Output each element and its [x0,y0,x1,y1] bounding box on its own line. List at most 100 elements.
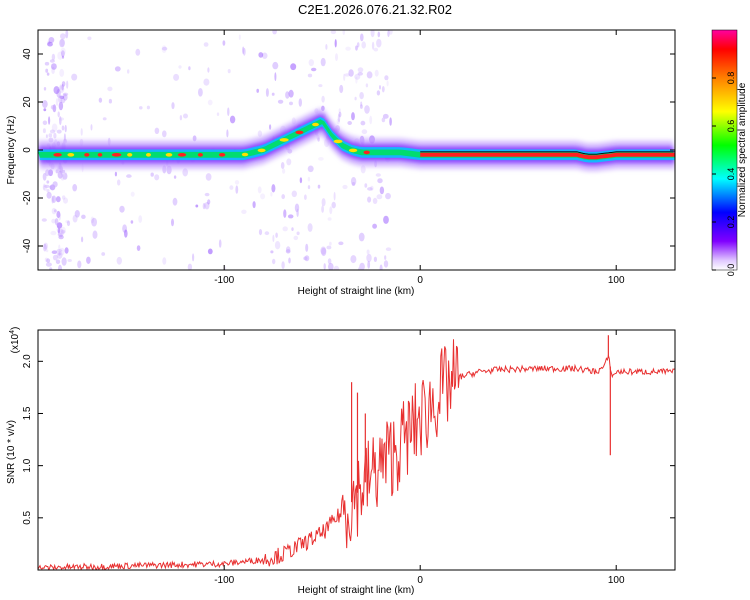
noise-speck [56,249,63,253]
noise-speck [61,257,67,266]
noise-speck [51,66,55,74]
noise-speck [195,204,199,208]
noise-speck [66,80,69,89]
noise-speck [42,128,46,134]
noise-speck [308,59,314,67]
noise-speck [374,69,379,77]
noise-speck [365,83,369,88]
noise-speck [63,133,66,143]
noise-speck [127,69,130,74]
noise-speck [45,68,49,73]
noise-speck [360,165,366,174]
noise-speck [373,47,379,52]
noise-speck [351,182,356,186]
noise-speck [135,48,141,56]
noise-speck [173,73,180,81]
noise-speck [58,95,63,104]
noise-speck [71,73,78,81]
noise-speck [202,202,206,210]
noise-speck [345,46,351,51]
noise-speck [370,30,375,38]
noise-speck [359,92,364,100]
noise-speck [47,41,53,47]
noise-speck [354,73,361,80]
noise-speck [55,259,61,265]
noise-speck [65,220,70,224]
noise-speck [343,73,346,82]
noise-speck [138,215,143,223]
noise-speck [226,129,229,138]
noise-speck [377,178,383,184]
spectral-hotspot [165,153,173,157]
noise-speck [114,171,117,177]
noise-speck [51,195,54,204]
noise-speck [171,218,174,227]
noise-speck [275,232,278,238]
spectral-hotspot [177,153,187,157]
noise-speck [98,97,103,103]
colorbar-tick-label: 0.0 [726,264,736,277]
noise-speck [296,231,300,236]
noise-speck [49,59,55,63]
noise-speck [321,247,327,257]
noise-speck [172,197,178,206]
noise-speck [58,234,64,240]
noise-speck [60,33,66,40]
noise-speck [274,72,277,81]
noise-speck [379,85,381,90]
y-tick-label: 0 [22,147,33,153]
noise-speck [72,214,78,223]
noise-speck [150,172,154,177]
x-tick-label: 0 [417,275,423,286]
noise-speck [46,180,50,184]
noise-speck [59,84,63,90]
noise-speck [373,256,377,262]
colorbar-tick-label: 0.4 [726,168,736,181]
noise-speck [48,116,51,125]
spectrogram-panel: -100 0 100 -40 -20 0 20 40 Height of straight l… [6,29,676,297]
snr-panel: -100 0 100 0.5 1.0 1.5 2.0 Height of straight … [6,327,676,596]
noise-speck [45,169,50,177]
noise-speck [114,66,121,72]
noise-speck [171,102,175,110]
noise-speck [366,249,370,255]
noise-speck [370,185,374,191]
noise-speck [382,113,389,119]
colorbar-tick-label: 0.8 [726,72,736,85]
noise-speck [61,125,65,131]
noise-speck [283,209,287,218]
noise-speck [51,207,57,215]
noise-speck [377,31,381,38]
noise-speck [337,113,341,123]
noise-speck [304,194,307,200]
noise-speck [364,183,368,188]
noise-speck [342,184,348,190]
noise-speck [91,217,97,227]
noise-speck [360,33,364,42]
noise-speck [286,158,292,166]
noise-speck [52,181,58,188]
noise-speck [179,115,183,121]
noise-speck [60,229,66,234]
noise-speck [130,220,134,224]
spectral-band-inner [38,116,675,163]
noise-speck [90,216,95,224]
noise-speck [242,46,245,55]
noise-speck [321,205,324,213]
noise-speck [154,174,160,181]
noise-speck [58,252,61,256]
noise-speck [204,192,210,197]
noise-speck [207,248,213,255]
noise-speck [388,30,393,35]
colorbar: 0.0 0.2 0.4 0.6 0.8 Normalized spectral ampl… [711,29,748,277]
noise-speck [61,50,65,57]
spectral-hotspot [333,139,343,144]
noise-speck [307,73,313,78]
noise-speck [285,91,290,99]
noise-speck [81,214,86,219]
noise-speck [264,231,270,236]
noise-speck [183,113,188,119]
noise-speck [256,88,260,93]
noise-speck [203,78,210,86]
noise-speck [52,104,57,113]
